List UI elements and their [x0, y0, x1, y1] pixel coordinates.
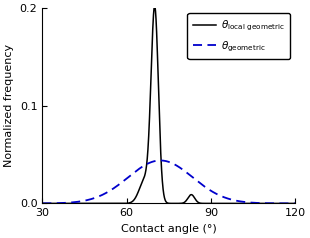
X-axis label: Contact angle (°): Contact angle (°) — [121, 224, 217, 234]
Y-axis label: Normalized frequency: Normalized frequency — [4, 44, 14, 167]
Legend: $\theta_{\mathregular{local\ geometric}}$, $\theta_{\mathregular{geometric}}$: $\theta_{\mathregular{local\ geometric}}… — [188, 13, 290, 59]
